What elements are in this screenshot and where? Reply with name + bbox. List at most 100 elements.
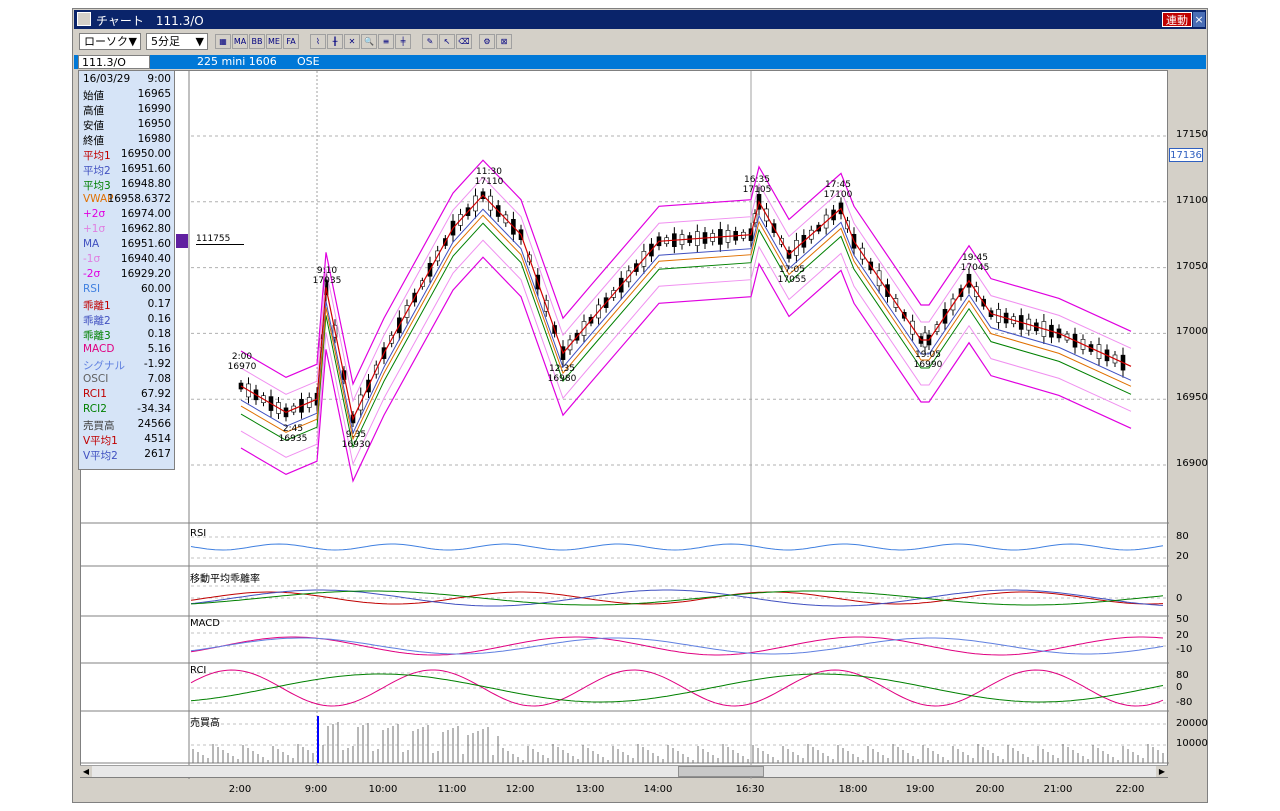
datapanel-row: -2σ 16929.20 (81, 268, 173, 283)
datapanel-row-value: 16950.00 (120, 148, 171, 160)
horizontal-scrollbar[interactable]: ◀ ▶ (80, 765, 1168, 777)
annotation-price: 16970 (227, 362, 257, 372)
time-tick: 10:00 (368, 784, 398, 795)
datapanel-row-value: 16940.40 (120, 253, 171, 265)
ma-button[interactable]: MA (232, 34, 248, 49)
kairi1-line (190, 591, 1164, 605)
ma3-line (240, 222, 1132, 449)
datapanel-row-value: 16980 (137, 133, 171, 145)
datapanel-row-label: -1σ (83, 253, 101, 265)
annotation-time: 9:10 (316, 266, 338, 276)
rsi-line (190, 543, 1164, 551)
datapanel-row-label: 平均2 (83, 165, 111, 177)
scroll-thumb[interactable] (678, 766, 764, 777)
pen-icon[interactable]: ✎ (422, 34, 438, 49)
annotation-price: 17105 (742, 185, 772, 195)
price-tick: 17000 (1176, 326, 1208, 338)
datapanel-row-label: 平均3 (83, 180, 111, 192)
datapanel-row-value: -34.34 (137, 403, 171, 415)
eraser-icon[interactable]: ⌫ (456, 34, 472, 49)
chart-canvas[interactable] (81, 71, 1169, 779)
datapanel-row: -1σ 16940.40 (81, 253, 173, 268)
chart-type-select[interactable]: ローソク ▼ (79, 33, 141, 50)
me-button[interactable]: ME (266, 34, 282, 49)
datapanel-row-label: シグナル (83, 360, 125, 372)
datapanel-row: V平均1 4514 (81, 433, 173, 448)
datapanel-row-label: 乖離1 (83, 300, 111, 312)
datapanel-row: RSI 60.00 (81, 283, 173, 298)
datapanel-row-label: OSCI (83, 373, 109, 385)
datapanel-row: RCI1 67.92 (81, 388, 173, 403)
bb-button[interactable]: BB (249, 34, 265, 49)
datapanel-row-label: RSI (83, 283, 101, 295)
datapanel-row-label: 終値 (83, 135, 104, 147)
datapanel-row: 安値 16950 (81, 118, 173, 133)
toolbar: ローソク ▼ 5分足 ▼ ▦ MA BB ME FA ⌇ ╫ ✕ 🔍 ≡ ╪ ✎ ↖… (74, 31, 1206, 53)
settings-icon[interactable]: ⚙ (479, 34, 495, 49)
bb-lower-2sigma-line (240, 256, 1132, 483)
exchange-name: OSE (297, 55, 320, 68)
annotation-time: 17:05 (779, 265, 805, 275)
pointer-icon[interactable]: ↖ (439, 34, 455, 49)
rci-tick: -80 (1176, 697, 1193, 708)
link-button[interactable]: 連動 (1162, 12, 1192, 27)
datapanel-row-value: 16974.00 (120, 208, 171, 220)
order-marker-label: 111755 (196, 234, 244, 245)
annotation-price: 17035 (312, 276, 342, 286)
price-tick: 17050 (1176, 260, 1208, 272)
datapanel-row-label: 始値 (83, 90, 104, 102)
datapanel-row: RCI2 -34.34 (81, 403, 173, 418)
annotation-price: 16990 (913, 360, 943, 370)
datapanel-row: OSCI 7.08 (81, 373, 173, 388)
bb-upper-2sigma-line (240, 159, 1132, 386)
zoom-icon[interactable]: 🔍 (361, 34, 377, 49)
datapanel-row-label: -2σ (83, 268, 101, 280)
rsi-tick: 80 (1176, 531, 1189, 542)
datapanel-row-value: 16962.80 (120, 223, 171, 235)
datapanel-date-row: 16/03/29 9:00 (81, 73, 173, 88)
price-annotation: 9:35 16930 (342, 430, 371, 450)
layout-icon[interactable]: ▦ (215, 34, 231, 49)
close-icon[interactable]: × (1193, 12, 1205, 27)
rci2-line (190, 673, 1164, 703)
bars-icon[interactable]: ≡ (378, 34, 394, 49)
datapanel-row: MA 16951.60 (81, 238, 173, 253)
datapanel-row-value: 16950 (137, 118, 171, 130)
scroll-left-icon[interactable]: ◀ (80, 766, 92, 777)
ma2-line (240, 208, 1132, 435)
datapanel-row: 始値 16965 (81, 88, 173, 103)
volume-tick: 10000 (1176, 738, 1208, 749)
datapanel-row-label: V平均1 (83, 435, 118, 447)
line-chart-icon[interactable]: ⌇ (310, 34, 326, 49)
datapanel-row-value: 60.00 (140, 283, 171, 295)
datapanel-row: 終値 16980 (81, 133, 173, 148)
annotation-price: 17110 (474, 177, 504, 187)
cross-icon[interactable]: ✕ (344, 34, 360, 49)
annotation-time: 11:30 (476, 167, 502, 177)
annotation-time: 19:45 (962, 253, 988, 263)
datapanel-row-label: 平均1 (83, 150, 111, 162)
drawing-tool-icon[interactable]: ⊠ (496, 34, 512, 49)
price-annotation: 19:05 16990 (914, 350, 943, 370)
datapanel-row-label: 高値 (83, 105, 104, 117)
datapanel-row-value: 16951.60 (120, 238, 171, 250)
scroll-right-icon[interactable]: ▶ (1156, 766, 1168, 777)
time-tick: 18:00 (838, 784, 868, 795)
chart-area[interactable] (80, 70, 1169, 779)
datapanel-row: 平均3 16948.80 (81, 178, 173, 193)
price-annotation: 17:45 17100 (824, 180, 853, 200)
interval-select[interactable]: 5分足 ▼ (146, 33, 208, 50)
datapanel-row: V平均2 2617 (81, 448, 173, 463)
volume-tick: 20000 (1176, 718, 1208, 729)
annotation-time: 2:00 (231, 352, 253, 362)
datapanel-row-value: 16951.60 (120, 163, 171, 175)
symbol-field[interactable]: 111.3/O (78, 55, 150, 69)
candle-chart-icon[interactable]: ╫ (327, 34, 343, 49)
datapanel-row: +2σ 16974.00 (81, 208, 173, 223)
annotation-time: 19:05 (915, 350, 941, 360)
datapanel-row-value: 16929.20 (120, 268, 171, 280)
fa-button[interactable]: FA (283, 34, 299, 49)
order-marker-box[interactable] (176, 234, 188, 248)
datapanel-row-value: 16948.80 (120, 178, 171, 190)
grid-icon[interactable]: ╪ (395, 34, 411, 49)
